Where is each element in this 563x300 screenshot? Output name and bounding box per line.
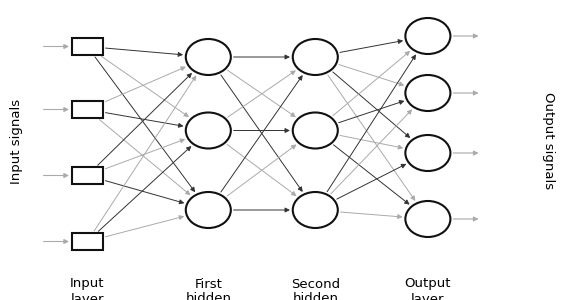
Bar	[72, 233, 103, 250]
Ellipse shape	[293, 112, 338, 148]
Bar	[72, 38, 103, 55]
Text: Input signals: Input signals	[10, 98, 24, 184]
Text: Output signals: Output signals	[542, 92, 556, 190]
Text: Output
layer: Output layer	[405, 278, 451, 300]
Ellipse shape	[293, 39, 338, 75]
Text: Input
layer: Input layer	[70, 278, 105, 300]
Text: Second
hidden
layer: Second hidden layer	[291, 278, 340, 300]
Ellipse shape	[405, 201, 450, 237]
Bar	[72, 167, 103, 184]
Bar	[72, 101, 103, 118]
Text: First
hidden
layer: First hidden layer	[185, 278, 231, 300]
Ellipse shape	[186, 39, 231, 75]
Ellipse shape	[405, 75, 450, 111]
Ellipse shape	[293, 192, 338, 228]
Ellipse shape	[186, 192, 231, 228]
Ellipse shape	[405, 135, 450, 171]
Ellipse shape	[405, 18, 450, 54]
Ellipse shape	[186, 112, 231, 148]
